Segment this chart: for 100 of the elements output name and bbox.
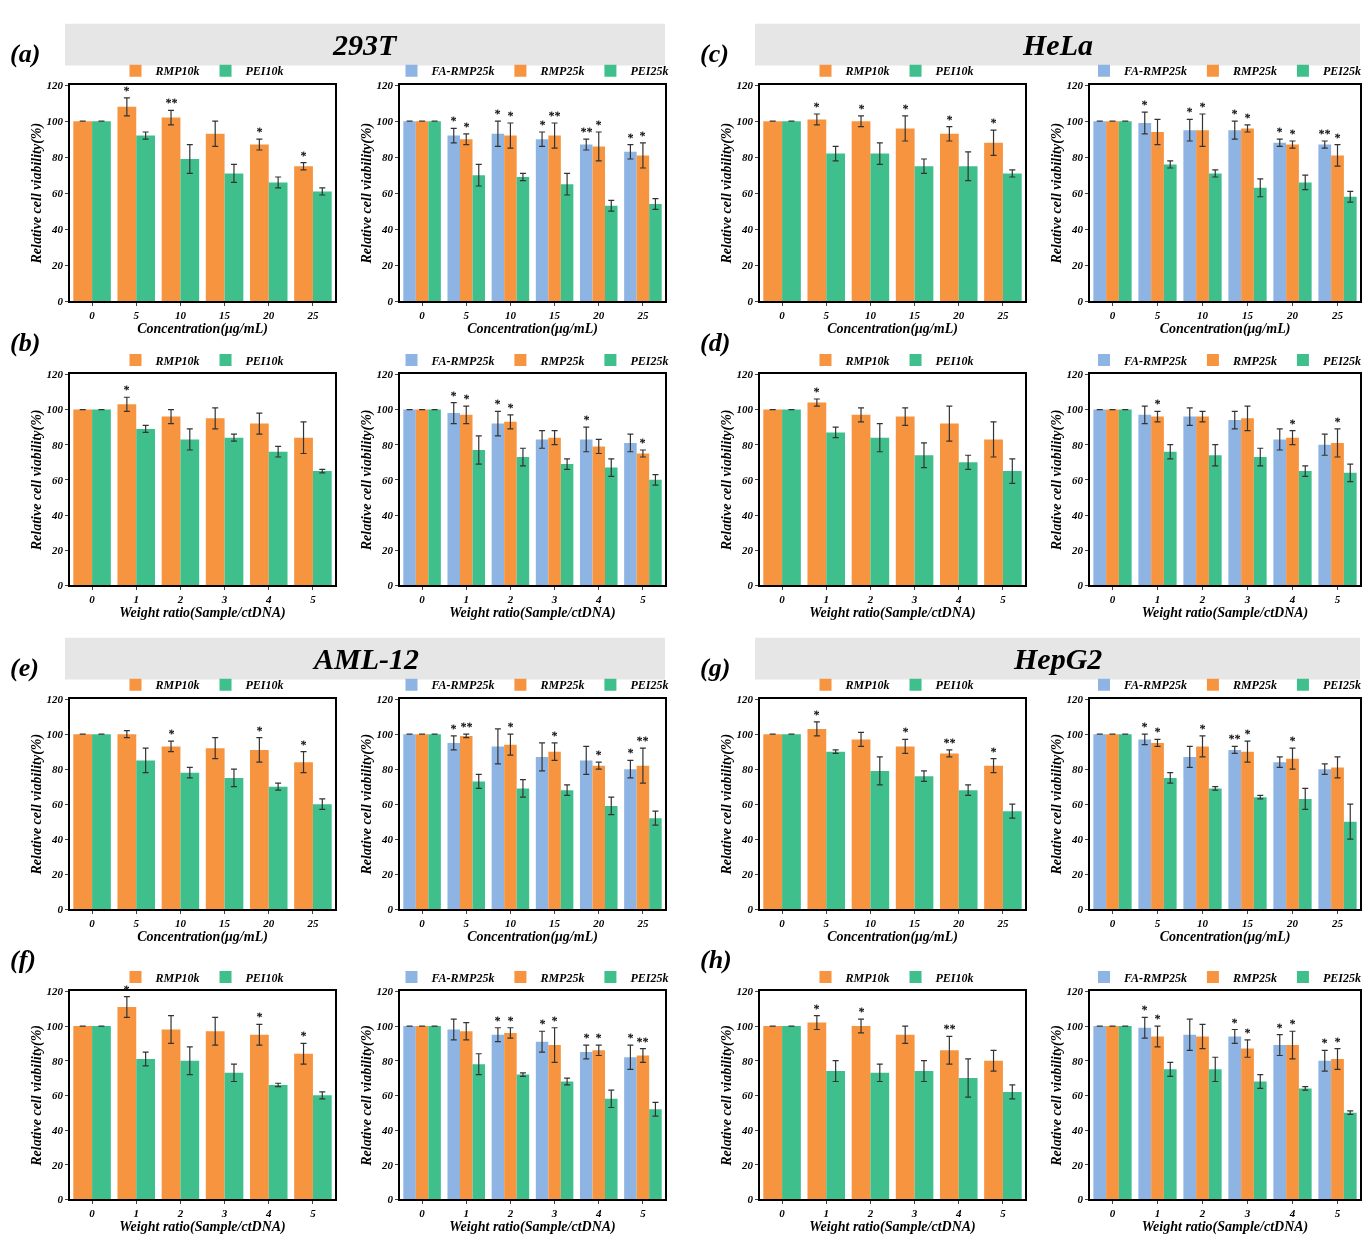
bar <box>428 734 441 910</box>
bar <box>312 804 332 910</box>
x-tick-label: 0 <box>1109 309 1116 322</box>
x-axis-title: Concentration(μg/mL) <box>1159 929 1291 946</box>
text: HeLa <box>1022 28 1093 61</box>
bar <box>459 139 473 302</box>
bar <box>117 734 137 910</box>
bar <box>649 818 662 910</box>
y-tick-label: 60 <box>1072 187 1084 200</box>
data-label: ** <box>1228 732 1241 746</box>
bar <box>136 135 156 302</box>
x-axis-title: Weight ratio(Sample/ctDNA) <box>119 605 286 622</box>
x-tick-label: 10 <box>864 309 877 322</box>
bar <box>1241 1048 1254 1200</box>
x-tick-label: 3 <box>910 593 918 606</box>
bar <box>1208 1069 1222 1200</box>
legend-label: PEI10k <box>245 970 284 985</box>
bar <box>1118 734 1132 910</box>
y-tick-label: 80 <box>1072 151 1084 164</box>
x-tick-label: 5 <box>1000 593 1007 606</box>
data-label: * <box>256 125 263 139</box>
y-tick-label: 20 <box>1071 1158 1084 1171</box>
y-tick-label: 120 <box>376 368 394 381</box>
x-tick-label: 2 <box>506 593 514 606</box>
y-tick-label: 0 <box>387 903 394 916</box>
bar <box>1106 734 1119 910</box>
bar <box>649 1109 662 1200</box>
x-tick-label: 0 <box>89 917 96 930</box>
bar <box>1253 457 1267 586</box>
bar <box>914 455 934 586</box>
bar <box>958 790 978 910</box>
bar <box>161 416 181 586</box>
bar <box>984 765 1003 910</box>
bar <box>592 446 606 586</box>
bar <box>984 1060 1003 1200</box>
y-tick-label: 40 <box>1071 223 1084 236</box>
bar <box>1002 471 1022 586</box>
bar <box>1093 409 1107 586</box>
bar <box>1151 1036 1164 1200</box>
x-axis-title: Weight ratio(Sample/ctDNA) <box>119 1219 286 1236</box>
bar <box>636 1055 650 1200</box>
y-axis-title: Relative cell viability(%) <box>28 409 45 552</box>
y-tick-label: 40 <box>1071 833 1084 846</box>
bar <box>161 746 181 910</box>
bar <box>1196 416 1209 586</box>
bar <box>782 734 801 910</box>
y-tick-label: 60 <box>742 187 754 200</box>
bar <box>403 121 416 302</box>
bar <box>73 734 93 910</box>
y-tick-label: 40 <box>381 1123 394 1136</box>
bar <box>1241 128 1254 302</box>
bar <box>447 742 460 910</box>
data-label: * <box>539 118 546 132</box>
bar <box>605 1098 618 1200</box>
bar <box>491 423 505 586</box>
legend-label: RMP10k <box>154 678 200 693</box>
text: (f) <box>10 945 36 974</box>
bar <box>1331 1058 1344 1200</box>
y-tick-label: 40 <box>741 508 754 521</box>
x-tick-label: 1 <box>463 1207 469 1220</box>
bar <box>1286 144 1299 302</box>
bar <box>870 437 890 586</box>
bar <box>268 1084 288 1200</box>
bar <box>939 423 959 586</box>
x-tick-label: 2 <box>1198 593 1206 606</box>
x-tick-label: 2 <box>506 1207 514 1220</box>
y-tick-label: 100 <box>376 115 394 128</box>
bar <box>807 119 827 302</box>
bar <box>782 409 801 586</box>
x-tick-label: 4 <box>595 593 602 606</box>
bar <box>403 409 416 586</box>
bar <box>415 1026 429 1200</box>
bar <box>579 144 593 302</box>
y-tick-label: 60 <box>742 473 754 486</box>
x-tick-label: 15 <box>909 309 921 322</box>
data-label: * <box>1231 107 1238 121</box>
legend-label: RMP25k <box>1231 678 1277 693</box>
bar <box>180 439 200 586</box>
y-tick-label: 20 <box>381 544 394 557</box>
text: (c) <box>700 39 729 68</box>
bar <box>636 765 650 910</box>
x-tick-label: 10 <box>1197 917 1209 930</box>
bar <box>807 728 827 910</box>
y-tick-label: 120 <box>736 693 754 706</box>
x-tick-label: 2 <box>866 1207 874 1220</box>
bar <box>1163 1069 1177 1200</box>
data-label: * <box>1276 125 1283 139</box>
x-axis-title: Weight ratio(Sample/ctDNA) <box>449 1219 616 1236</box>
data-label: * <box>813 385 820 399</box>
y-tick-label: 60 <box>52 473 64 486</box>
legend-label: PEI25k <box>1322 678 1361 693</box>
x-tick-label: 2 <box>1198 1207 1206 1220</box>
x-tick-label: 25 <box>1331 917 1344 930</box>
data-label: * <box>1141 720 1148 734</box>
bar <box>1228 1036 1242 1200</box>
bar <box>1343 196 1357 302</box>
data-label: * <box>551 1014 558 1028</box>
x-axis-title: Weight ratio(Sample/ctDNA) <box>1141 605 1309 622</box>
y-tick-label: 20 <box>381 868 394 881</box>
text: (e) <box>10 653 39 682</box>
